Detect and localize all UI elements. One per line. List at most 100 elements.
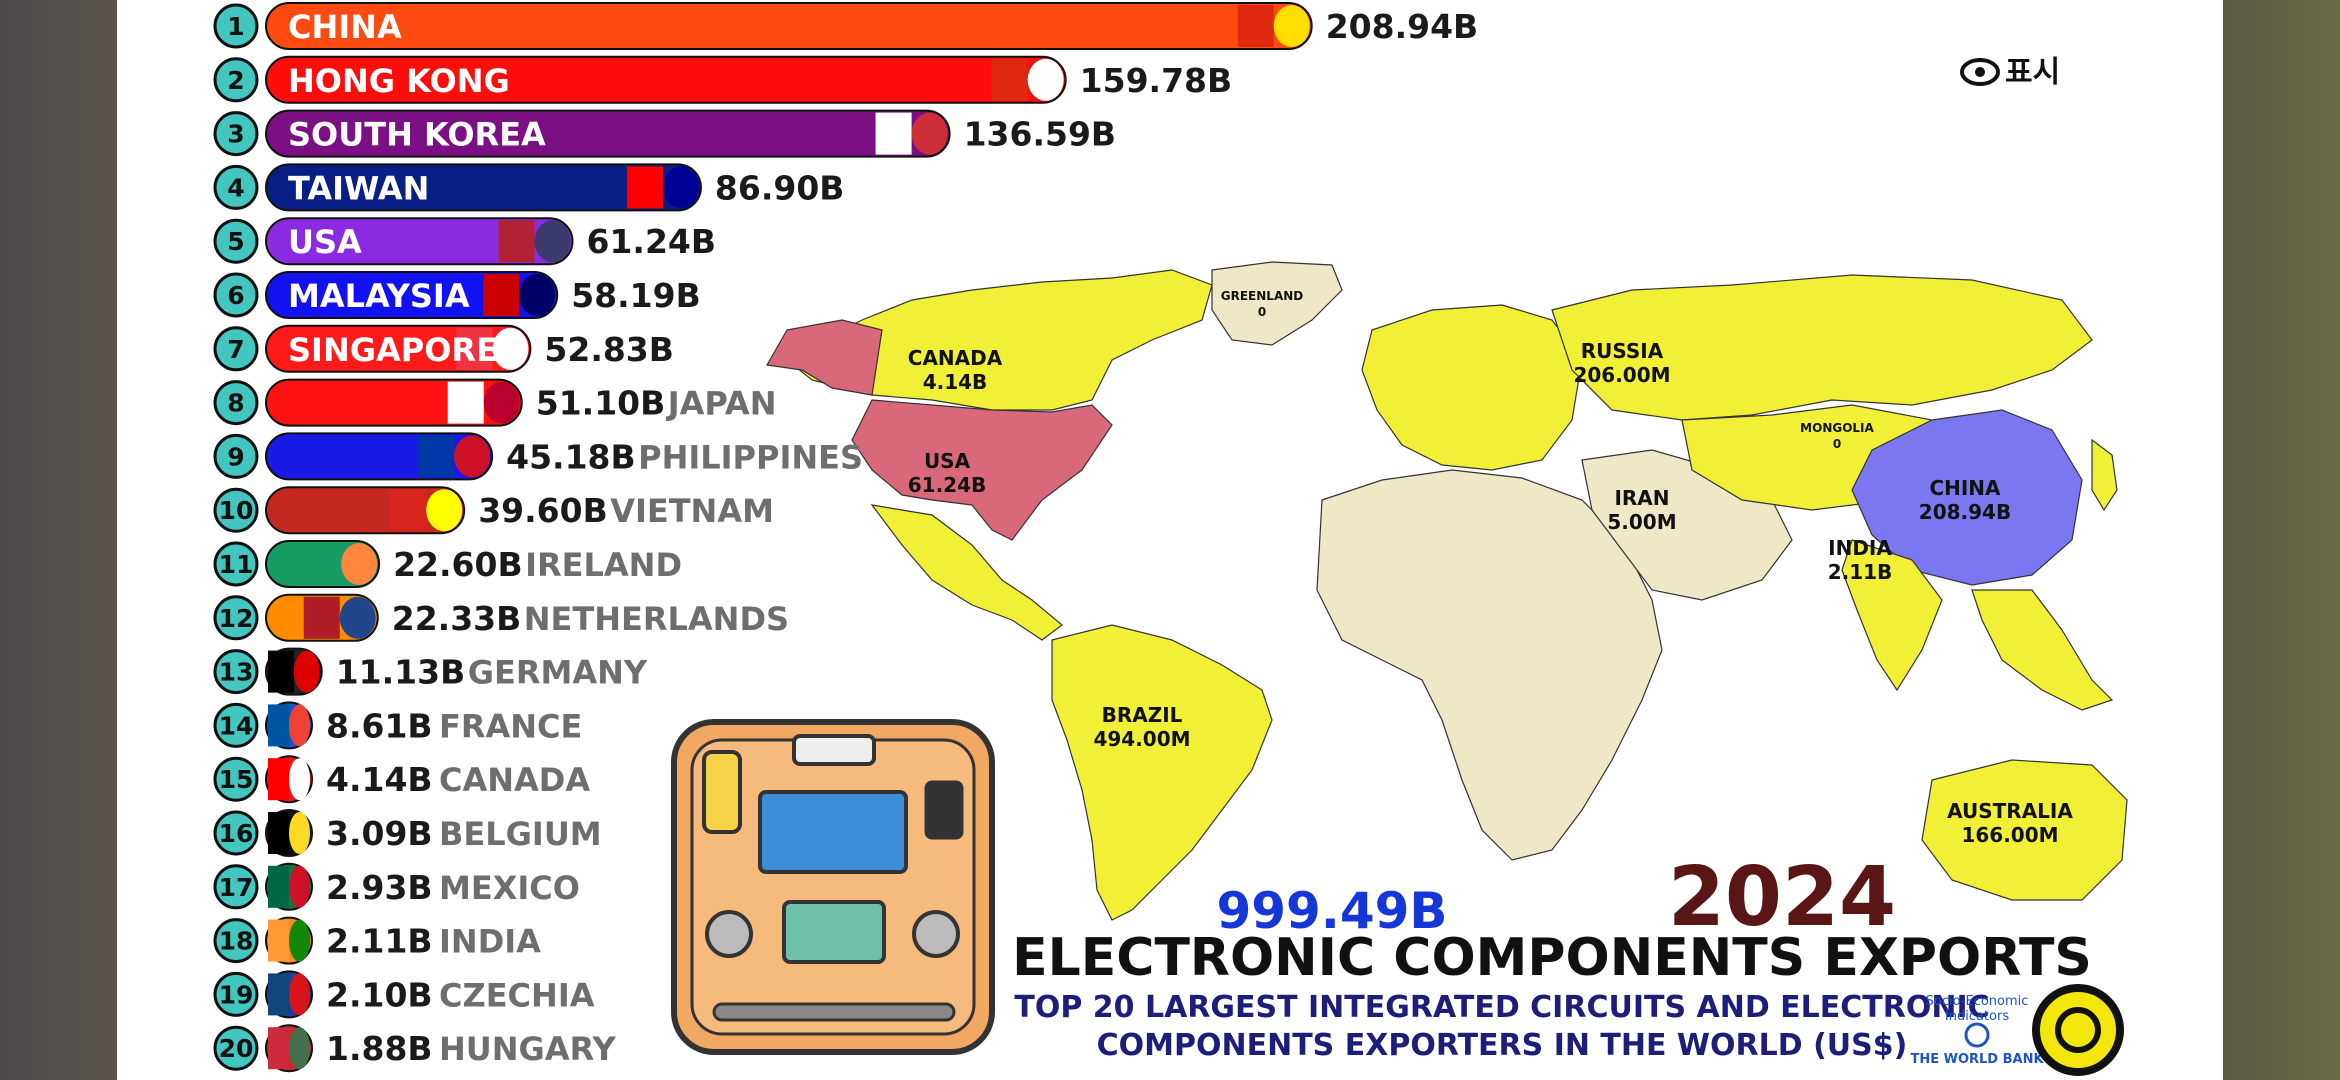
map-africa (1316, 469, 1663, 861)
bar-country-label: PHILIPPINES (638, 438, 863, 476)
rank-label: 13 (219, 658, 254, 687)
chart-subtitle-line2: COMPONENTS EXPORTERS IN THE WORLD (US$) (1097, 1028, 1908, 1063)
map-country-label: CHINA (1929, 476, 2001, 500)
bar-row: 15 4.14B CANADA (213, 755, 590, 804)
bar-value-label: 45.18B (506, 437, 636, 476)
bar (265, 163, 702, 212)
source-logo: Socio-Economic Indicators THE WORLD BANK (1910, 984, 2124, 1076)
rank-badge (213, 971, 259, 1017)
map-country-value: 166.00M (1961, 823, 2058, 847)
flag-mexico-icon-part (289, 865, 310, 908)
flag-mexico-icon (268, 865, 289, 908)
map-mexico (870, 504, 1063, 641)
flag-czechia-icon-part (289, 973, 310, 1016)
bar-country-label: VIETNAM (610, 492, 774, 530)
bar-row: 17 2.93B MEXICO (213, 862, 580, 911)
flag-china-icon-part (1273, 5, 1310, 47)
rank-label: 6 (227, 281, 244, 310)
circuit-board-illustration (671, 719, 995, 1055)
source-org: THE WORLD BANK (1910, 1052, 2044, 1067)
flag-malaysia-icon-part (519, 274, 556, 316)
flag-usa-icon-part (534, 220, 571, 263)
bar-value-label: 208.94B (1326, 7, 1479, 46)
map-country-value: 61.24B (908, 473, 987, 497)
flag-korea-icon-part (911, 112, 948, 155)
flag-france-icon-part (289, 704, 310, 747)
rank-badge (213, 864, 259, 910)
rank-badge (213, 541, 259, 587)
flag-singapore-icon (456, 327, 493, 370)
show-label: 표시 (2005, 55, 2060, 90)
bar (265, 2, 1313, 50)
rank-badge (213, 326, 259, 372)
total-label: 999.49B (1216, 882, 1447, 940)
map-usa (851, 399, 1113, 541)
rank-badge (213, 272, 259, 318)
map-country-label: MONGOLIA (1800, 421, 1874, 435)
bar-row: 4 86.90B TAIWAN (213, 163, 845, 212)
map-country-value: 208.94B (1919, 500, 2011, 524)
map-country-label: CANADA (908, 346, 1003, 370)
rank-badge (213, 433, 259, 479)
bar-row: 13 11.13B GERMANY (213, 647, 648, 696)
flag-usa-icon (498, 220, 535, 263)
flag-germany-icon (268, 650, 294, 693)
map-canada (785, 269, 1213, 411)
board-battery (924, 780, 964, 840)
map-country-label: GREENLAND (1221, 289, 1304, 303)
rank-label: 3 (227, 120, 244, 149)
bar-value-label: 4.14B (326, 760, 433, 799)
flag-philippines-icon-part (454, 435, 491, 478)
flag-netherlands-icon-part (339, 596, 376, 639)
bar-country-label: CANADA (439, 761, 590, 799)
flag-canada-icon-part (289, 758, 310, 801)
bar-value-label: 51.10B (536, 384, 666, 423)
map-country-label: USA (924, 449, 971, 473)
map-country-value: 494.00M (1093, 727, 1190, 751)
rank-label: 9 (227, 442, 244, 471)
bar-row: 12 22.33B NETHERLANDS (213, 593, 789, 642)
flag-japan-icon-part (483, 381, 520, 424)
chart-subtitle-line1: TOP 20 LARGEST INTEGRATED CIRCUITS AND E… (1014, 990, 1989, 1025)
rank-label: 10 (219, 496, 254, 525)
bar-value-label: 86.90B (715, 168, 845, 207)
rank-label: 18 (219, 927, 254, 956)
bar-country-label: HUNGARY (439, 1030, 616, 1068)
rank-badge (213, 3, 259, 49)
flag-france-icon (268, 704, 289, 747)
flag-taiwan-icon (626, 166, 663, 209)
map-country-value: 0 (1258, 305, 1266, 319)
map-country-label: RUSSIA (1581, 339, 1664, 363)
map-country-value: 2.11B (1828, 560, 1893, 584)
map-alaska (766, 319, 883, 396)
rank-label: 16 (219, 819, 254, 848)
flag-korea-icon (875, 112, 912, 155)
world-bank-globe-icon (1964, 1022, 1990, 1048)
bar-country-label: HONG KONG (288, 62, 510, 100)
bar-row: 20 1.88B HUNGARY (213, 1024, 616, 1073)
flag-belgium-icon-part (289, 812, 310, 854)
bar-country-label: INDIA (439, 923, 541, 961)
bar-row: 14 8.61B FRANCE (213, 701, 582, 750)
bar-value-label: 39.60B (478, 491, 608, 530)
bar-country-label: CZECHIA (439, 976, 595, 1014)
rank-label: 19 (219, 980, 254, 1009)
flag-vietnam-icon-part (426, 489, 463, 532)
bar-value-label: 22.33B (392, 599, 522, 638)
show-toggle[interactable]: 표시 (1960, 55, 2060, 90)
bar-value-label: 11.13B (336, 653, 466, 692)
board-chip-2 (782, 900, 886, 964)
bar-value-label: 159.78B (1080, 61, 1233, 100)
map-country-value: 5.00M (1607, 510, 1676, 534)
board-rail (712, 1002, 956, 1022)
flag-china-icon (1237, 5, 1274, 47)
bar-country-label: IRELAND (525, 546, 682, 584)
map-country-label: AUSTRALIA (1947, 799, 2073, 823)
rank-badge (213, 218, 259, 264)
bar-value-label: 2.11B (326, 922, 433, 961)
bar-row: 6 58.19B MALAYSIA (213, 271, 701, 319)
board-chip (758, 790, 908, 874)
bar-country-label: GERMANY (468, 654, 648, 692)
map-se-asia (1971, 589, 2114, 711)
